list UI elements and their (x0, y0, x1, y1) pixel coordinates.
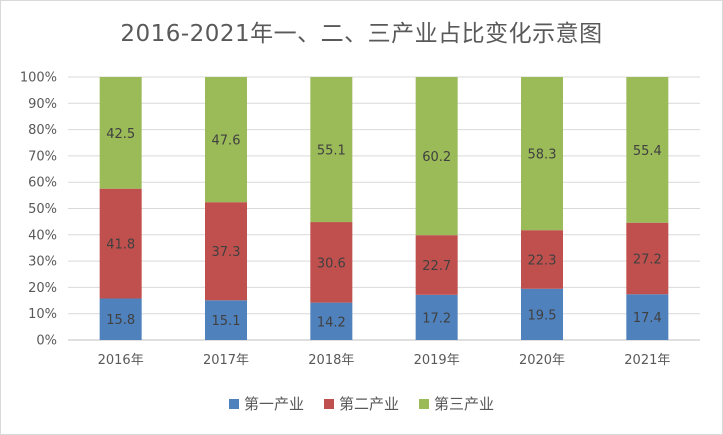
legend-label-secondary: 第二产业 (338, 395, 399, 413)
data-label-primary: 17.2 (422, 311, 451, 326)
chart-title: 2016-2021年一、二、三产业占比变化示意图 (120, 21, 603, 47)
y-tick-label: 100% (20, 71, 57, 86)
legend-item-tertiary: 第三产业 (419, 393, 494, 414)
x-tick-label: 2018年 (308, 353, 354, 368)
bar-segment-secondary (415, 235, 458, 295)
data-label-secondary: 27.2 (633, 252, 662, 267)
legend-label-primary: 第一产业 (243, 395, 304, 413)
bar-segment-secondary (521, 230, 563, 289)
legend: 第一产业 第二产业 第三产业 (0, 393, 723, 414)
bar-segment-tertiary (310, 77, 353, 223)
data-label-primary: 15.1 (212, 314, 241, 329)
data-label-secondary: 30.6 (317, 256, 346, 271)
bar-segment-primary (310, 302, 353, 340)
y-tick-label: 30% (28, 255, 57, 270)
x-tick-label: 2019年 (414, 353, 460, 368)
bar-segment-primary (205, 300, 247, 340)
data-label-tertiary: 42.5 (106, 127, 135, 142)
x-tick-label: 2020年 (519, 353, 565, 368)
legend-swatch-tertiary (419, 398, 429, 409)
legend-item-primary: 第一产业 (228, 393, 304, 414)
data-label-secondary: 22.3 (528, 253, 557, 268)
legend-swatch-primary (228, 398, 239, 409)
data-label-secondary: 22.7 (422, 259, 451, 274)
data-label-secondary: 37.3 (212, 245, 241, 260)
legend-label-tertiary: 第三产业 (434, 395, 495, 413)
data-label-tertiary: 55.1 (317, 144, 346, 159)
bar-segment-tertiary (205, 77, 247, 203)
data-label-secondary: 41.8 (106, 238, 135, 253)
legend-item-secondary: 第二产业 (323, 393, 399, 414)
data-label-primary: 17.4 (633, 311, 662, 326)
y-tick-label: 40% (28, 228, 57, 243)
bar-segment-primary (415, 294, 458, 340)
x-tick-label: 2021年 (624, 353, 670, 368)
y-tick-label: 20% (28, 281, 57, 296)
data-label-primary: 15.8 (106, 313, 135, 328)
data-label-primary: 14.2 (317, 315, 346, 330)
data-label-primary: 19.5 (528, 308, 557, 323)
bar-segment-secondary (99, 188, 142, 299)
legend-swatch-secondary (323, 398, 334, 409)
bar-segment-secondary (205, 202, 247, 301)
bar-segment-secondary (310, 222, 353, 303)
bar-segment-tertiary (626, 77, 669, 223)
bar-segment-primary (521, 288, 563, 340)
y-tick-label: 60% (28, 176, 57, 191)
data-label-tertiary: 60.2 (422, 150, 451, 165)
y-tick-label: 10% (28, 307, 57, 322)
y-tick-label: 0% (36, 334, 57, 349)
x-tick-label: 2016年 (98, 353, 144, 368)
data-label-tertiary: 47.6 (212, 134, 241, 149)
data-label-tertiary: 55.4 (633, 144, 662, 159)
bar-segment-primary (626, 294, 669, 340)
y-tick-label: 90% (28, 97, 57, 112)
bar-segment-tertiary (99, 77, 142, 189)
bar-segment-tertiary (415, 77, 458, 236)
x-tick-label: 2017年 (203, 353, 249, 368)
y-tick-label: 80% (28, 123, 57, 138)
bar-segment-secondary (626, 222, 669, 295)
y-tick-label: 50% (28, 202, 57, 217)
bar-segment-tertiary (521, 77, 563, 231)
y-tick-label: 70% (28, 149, 57, 164)
bar-segment-primary (99, 298, 142, 340)
data-label-tertiary: 58.3 (528, 148, 557, 163)
